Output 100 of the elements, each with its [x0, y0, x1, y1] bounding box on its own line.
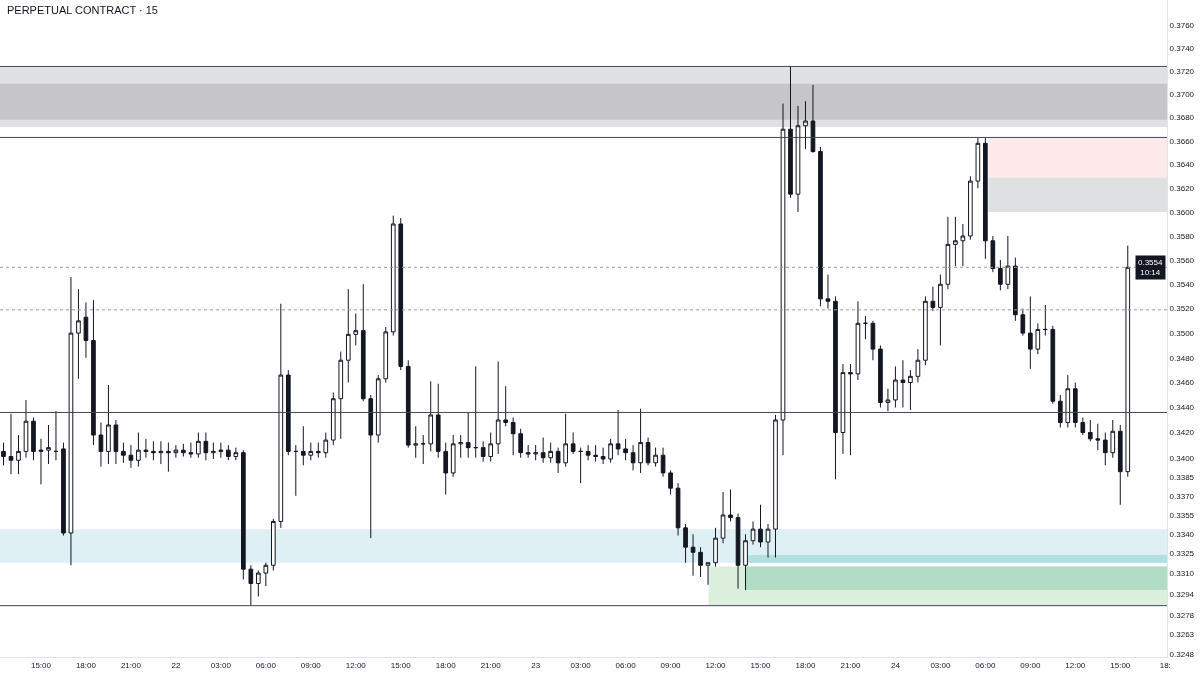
y-tick-label: 0.3440: [1169, 403, 1195, 413]
y-tick-label: 0.3385: [1169, 472, 1195, 482]
x-tick-label: 03:00: [930, 660, 951, 670]
x-tick-label: 12:00: [705, 660, 727, 670]
x-tick-label: 15:00: [390, 660, 412, 670]
candlestick: [660, 447, 666, 478]
candlestick: [653, 447, 658, 468]
candlestick: [315, 442, 321, 459]
candlestick: [1072, 382, 1078, 428]
y-tick-label: 0.3340: [1169, 530, 1195, 540]
y-tick-label: 0.3460: [1169, 378, 1195, 388]
candlestick: [578, 447, 583, 484]
candlestick: [443, 442, 449, 496]
candlestick: [518, 428, 523, 459]
candlestick: [8, 413, 14, 475]
x-tick-label: 06:00: [975, 660, 996, 670]
candlestick: [525, 444, 531, 459]
candlestick: [263, 562, 269, 587]
x-tick-label: 15:00: [750, 660, 772, 670]
candlestick: [31, 416, 36, 461]
y-tick-label: 0.3700: [1169, 90, 1195, 100]
x-tick-label: 21:00: [480, 660, 502, 670]
x-tick-label: 03:00: [210, 660, 232, 670]
y-tick-label: 0.3760: [1169, 20, 1195, 30]
x-tick-label: 12:00: [1065, 660, 1086, 670]
candlestick: [1080, 416, 1086, 436]
candlestick: [780, 103, 786, 456]
candlestick: [218, 442, 224, 459]
candlestick: [256, 569, 261, 598]
x-tick-label: 03:00: [570, 660, 592, 670]
candlestick: [608, 438, 613, 464]
candlestick: [803, 100, 808, 150]
candlestick: [668, 469, 673, 496]
candlestick: [810, 84, 816, 154]
candlestick: [166, 442, 171, 473]
candlestick: [203, 432, 209, 461]
x-tick-label: 22: [171, 660, 181, 670]
candlestick: [1050, 325, 1056, 405]
candlestick: [360, 283, 366, 402]
y-tick-label: 0.3660: [1169, 136, 1195, 146]
candlestick: [885, 388, 891, 412]
y-tick-label: 0.3580: [1169, 231, 1195, 241]
candlestick: [398, 217, 404, 371]
candlestick: [900, 359, 906, 408]
x-tick-label: 09:00: [660, 660, 682, 670]
candlestick: [345, 288, 351, 384]
candlestick: [188, 442, 194, 459]
y-tick-label: 0.3520: [1169, 304, 1195, 314]
candlestick: [458, 434, 464, 459]
x-tick-label: 15:00: [30, 660, 52, 670]
ref-line-label: 0.3554 10:14: [1138, 258, 1164, 278]
candlestick: [211, 442, 216, 460]
y-tick-label: 0.3294: [1169, 589, 1195, 599]
candlestick: [728, 488, 733, 522]
candlestick: [270, 518, 276, 571]
candlestick: [428, 380, 434, 452]
candlestick: [795, 105, 801, 213]
candlestick: [106, 384, 111, 465]
candlestick: [83, 302, 89, 359]
candlestick: [300, 425, 306, 466]
y-tick-label: 0.3310: [1169, 568, 1195, 578]
candlestick: [983, 136, 988, 260]
candlestick: [480, 440, 486, 463]
candlestick: [758, 504, 763, 548]
y-tick-label: 0.3248: [1169, 650, 1195, 660]
candlestick: [938, 274, 943, 346]
candlestick: [1065, 374, 1071, 428]
candlestick: [735, 513, 741, 590]
candlestick: [196, 432, 201, 459]
candlestick: [323, 432, 329, 459]
candlestick: [870, 320, 876, 361]
candlestick: [908, 369, 913, 411]
candlestick: [1013, 257, 1018, 322]
candlestick: [405, 359, 411, 449]
candlestick: [1117, 424, 1123, 506]
y-tick-label: 0.3500: [1169, 328, 1195, 338]
x-tick-label: 06:00: [255, 660, 277, 670]
candlestick: [998, 259, 1003, 291]
candlestick: [533, 444, 538, 461]
x-tick-label: 18:00: [795, 660, 817, 670]
candlestick: [121, 442, 126, 464]
x-tick-label: 21:00: [840, 660, 861, 670]
candlestick: [893, 365, 898, 408]
y-tick-label: 0.3278: [1169, 610, 1195, 620]
y-tick-label: 0.3680: [1169, 113, 1195, 123]
candlestick: [638, 408, 643, 474]
candlestick: [241, 449, 246, 581]
chart-title: PERPETUAL CONTRACT · 15: [7, 3, 158, 16]
candlestick: [1042, 304, 1048, 337]
candlestick: [16, 434, 21, 475]
candlestick: [855, 300, 861, 381]
candlestick: [945, 216, 951, 290]
candlestick: [1057, 394, 1063, 428]
candlestick: [878, 344, 883, 408]
candlestick: [968, 175, 973, 241]
candlestick: [630, 444, 636, 471]
candlestick: [863, 315, 868, 340]
candlestick: [488, 432, 494, 463]
candlestick: [743, 533, 748, 591]
candlestick: [548, 442, 553, 464]
